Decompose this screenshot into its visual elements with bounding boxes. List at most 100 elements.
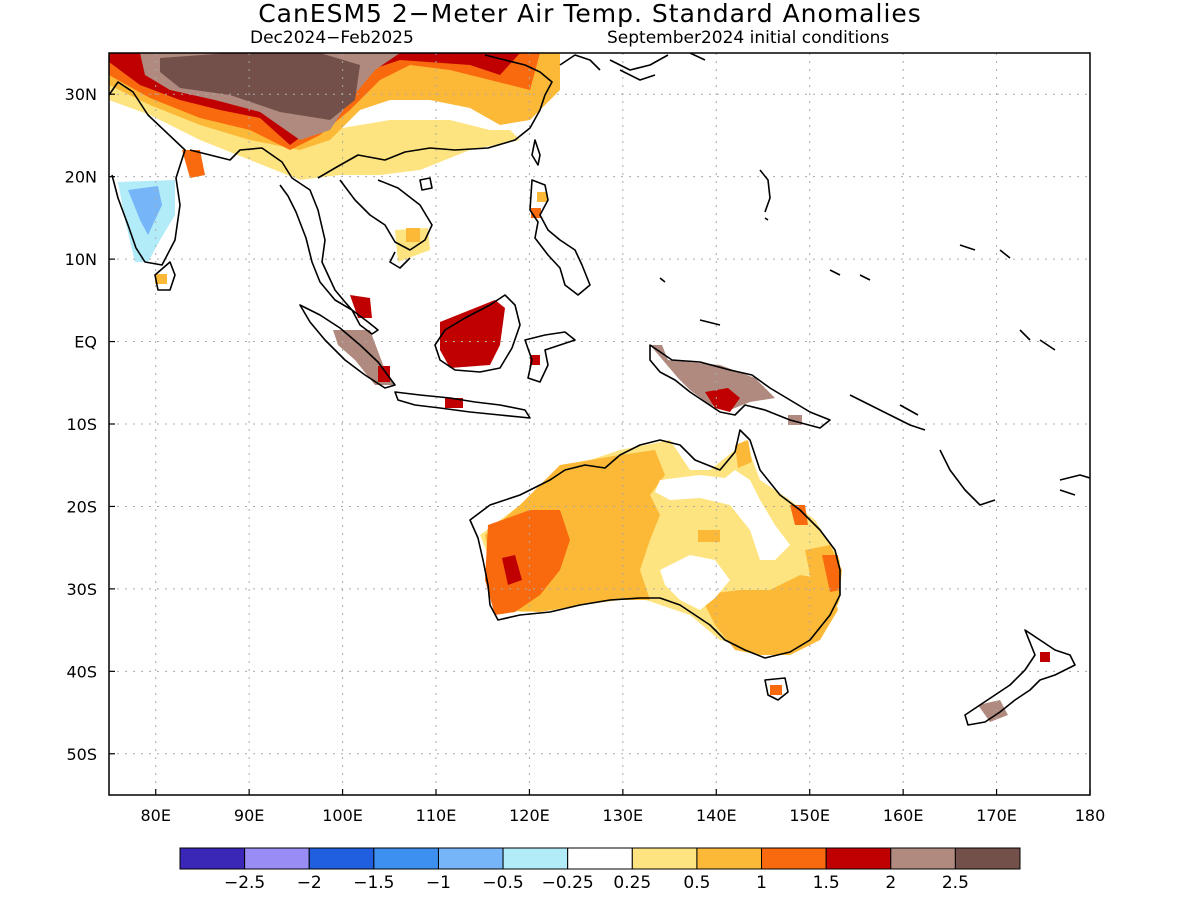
coastline-solomons xyxy=(849,394,1090,506)
anomaly-region-australia-orange-se xyxy=(700,575,838,655)
coastline-sulawesi xyxy=(524,331,576,383)
anomaly-region-nz-taupe xyxy=(978,700,1008,722)
anomaly-region-india-blue xyxy=(128,186,162,235)
anomaly-cell-indochina-orange xyxy=(406,228,420,242)
anomaly-cell-philippines-red xyxy=(531,208,541,218)
coastline-new-zealand xyxy=(964,629,1076,726)
lat-label: 30S xyxy=(66,580,97,599)
anomaly-region-australia-white-n xyxy=(655,470,790,560)
anomaly-region-australia-red xyxy=(502,555,522,585)
coastline-java xyxy=(394,391,531,419)
colorbar-swatch xyxy=(631,847,698,870)
anomaly-region-asia-yellow xyxy=(109,80,520,180)
colorbar-label: −1.5 xyxy=(353,873,394,893)
longitude-labels: 80E 90E 100E 110E 120E 130E 140E 150E 160E 170E 18… xyxy=(140,789,1105,825)
colorbar-swatch xyxy=(308,847,375,870)
coastline-korea-japan xyxy=(559,53,706,81)
lat-label: 20S xyxy=(66,497,97,516)
coastline-tasmania xyxy=(764,677,789,701)
colorbar-label: 0.25 xyxy=(613,873,651,893)
anomaly-region-australia-white-c xyxy=(660,555,730,610)
colorbar-swatch xyxy=(567,847,633,870)
lon-label: 150E xyxy=(789,806,830,825)
lon-label: 80E xyxy=(140,806,170,825)
anomaly-region-australia-darkorange-e xyxy=(822,555,840,592)
coastline-sumatra xyxy=(299,304,396,389)
coastline-taiwan xyxy=(531,139,541,166)
anomaly-region-asia-brown xyxy=(160,53,360,120)
anomaly-region-borneo-red xyxy=(440,300,505,368)
coastline-australia xyxy=(469,429,841,659)
anomaly-region-india-orange xyxy=(182,150,205,178)
anomaly-region-indochina-yellow xyxy=(395,228,430,262)
lat-label: 10S xyxy=(66,415,97,434)
colorbar-label: 1 xyxy=(756,873,767,893)
colorbar-swatch xyxy=(502,847,569,870)
colorbar-label: −0.25 xyxy=(542,873,594,893)
colorbar-label: 2.5 xyxy=(942,873,969,893)
anomaly-region-newguinea-taupe xyxy=(650,345,775,410)
colorbar-swatch xyxy=(890,847,956,870)
anomaly-region-sumatra-red xyxy=(350,295,372,318)
lon-label: 130E xyxy=(603,806,644,825)
colorbar-label: 0.5 xyxy=(683,873,710,893)
anomaly-region-australia-orange-ne xyxy=(735,440,752,468)
chart-title: CanESM5 2−Meter Air Temp. Standard Anoma… xyxy=(258,0,922,28)
colorbar-label: −0.5 xyxy=(482,873,523,893)
lon-label: 180 xyxy=(1075,806,1106,825)
lat-label: 10N xyxy=(65,250,97,269)
initial-conditions: September2024 initial conditions xyxy=(607,28,890,48)
lat-label: 40S xyxy=(66,662,97,681)
lat-label: 50S xyxy=(66,745,97,764)
colorbar-label: −2 xyxy=(297,873,322,893)
colorbar-swatch xyxy=(244,847,310,870)
lon-label: 90E xyxy=(234,806,264,825)
anomaly-cell-sulawesi-red xyxy=(530,355,540,365)
lon-label: 110E xyxy=(416,806,457,825)
coastline-asia xyxy=(109,54,553,311)
lat-label: 20N xyxy=(65,168,97,187)
anomaly-cell-philippines-orange xyxy=(537,192,547,202)
anomaly-region-australia-darkorange-ne xyxy=(790,505,808,525)
anomaly-cell-java-red xyxy=(445,398,463,408)
anomaly-cell-sumatra-red xyxy=(378,366,390,382)
colorbar-swatch xyxy=(696,847,763,870)
lon-label: 170E xyxy=(976,806,1017,825)
colorbar-swatch xyxy=(761,847,827,870)
coastline-borneo xyxy=(434,294,521,373)
colorbar-label: 2 xyxy=(885,873,896,893)
colorbar-swatch xyxy=(179,847,246,870)
anomaly-cell-tasmania xyxy=(770,685,782,695)
anomaly-cell-nz-red xyxy=(1040,652,1050,662)
lat-label: EQ xyxy=(74,333,97,352)
colorbar-swatch xyxy=(373,847,439,870)
colorbar-swatch xyxy=(437,847,504,870)
colorbar-label: −1 xyxy=(426,873,451,893)
coastline-malay xyxy=(351,309,379,335)
lon-label: 140E xyxy=(696,806,737,825)
coastline-new-guinea xyxy=(649,344,831,429)
valid-period: Dec2024−Feb2025 xyxy=(250,28,414,48)
coastline-pacific-islands xyxy=(659,169,1056,351)
anomaly-cell-newguinea-taupe xyxy=(788,415,802,425)
coastline-hainan xyxy=(419,177,433,191)
lon-label: 100E xyxy=(322,806,363,825)
anomaly-region-australia-darkorange xyxy=(485,510,570,615)
anomaly-region-newguinea-red xyxy=(705,388,740,412)
coastlines xyxy=(109,53,1090,726)
colorbar-labels: −2.5 −2 −1.5 −1 −0.5 −0.25 0.25 0.5 1 1.5 2 2.5 xyxy=(224,873,969,893)
coastline-philippines xyxy=(529,179,591,296)
anomaly-cell-srilanka xyxy=(155,274,167,284)
latitude-labels: 30N 20N 10N EQ 10S 20S 30S 40S 50S xyxy=(65,85,115,764)
colorbar-swatch xyxy=(825,847,892,870)
lon-label: 120E xyxy=(509,806,550,825)
colorbar-label: 1.5 xyxy=(813,873,840,893)
colorbar-label: −2.5 xyxy=(224,873,265,893)
anomaly-cell-australia-orange-c xyxy=(698,530,720,542)
lon-label: 160E xyxy=(883,806,924,825)
colorbar xyxy=(179,847,1021,870)
colorbar-swatch xyxy=(954,847,1021,870)
lat-label: 30N xyxy=(65,85,97,104)
map-grid xyxy=(109,53,1091,795)
